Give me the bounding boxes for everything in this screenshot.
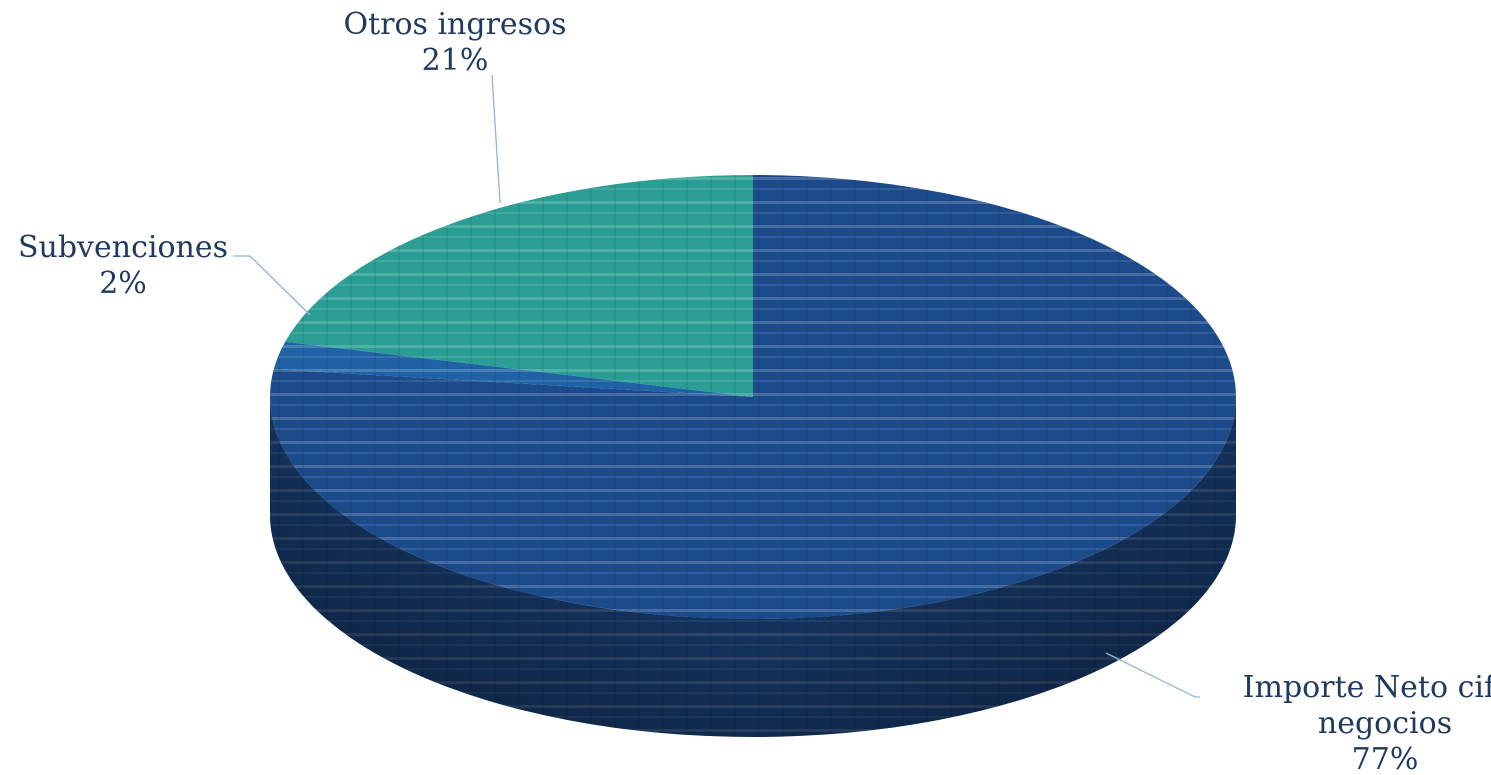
data-labels: Importe Neto cifranegocios77% Subvencione… [18, 7, 1491, 775]
data-label-value-subvenciones: 2% [99, 266, 147, 301]
pie-side-layer [270, 397, 1236, 737]
pie-top-layer [269, 175, 1237, 619]
slice-otros-ingresos [285, 175, 753, 397]
leader-lines [233, 74, 1200, 698]
slice-side-importe-neto-cifra-negocios [270, 397, 1236, 737]
data-label-name-subvenciones: Subvenciones [18, 230, 228, 265]
data-label-name-importe-neto-cifra-negocios: Importe Neto cifra [1243, 670, 1491, 705]
data-label-value-importe-neto-cifra-negocios: 77% [1352, 742, 1419, 775]
leader-line-otros-ingresos [491, 74, 501, 204]
data-label-name-importe-neto-cifra-negocios: negocios [1318, 706, 1452, 741]
leader-line-subvenciones [233, 255, 311, 316]
slice-subvenciones [273, 341, 753, 397]
data-label-value-otros-ingresos: 21% [422, 43, 489, 78]
data-label-name-otros-ingresos: Otros ingresos [343, 7, 566, 42]
leader-line-importe-neto-cifra-negocios [1105, 652, 1200, 698]
